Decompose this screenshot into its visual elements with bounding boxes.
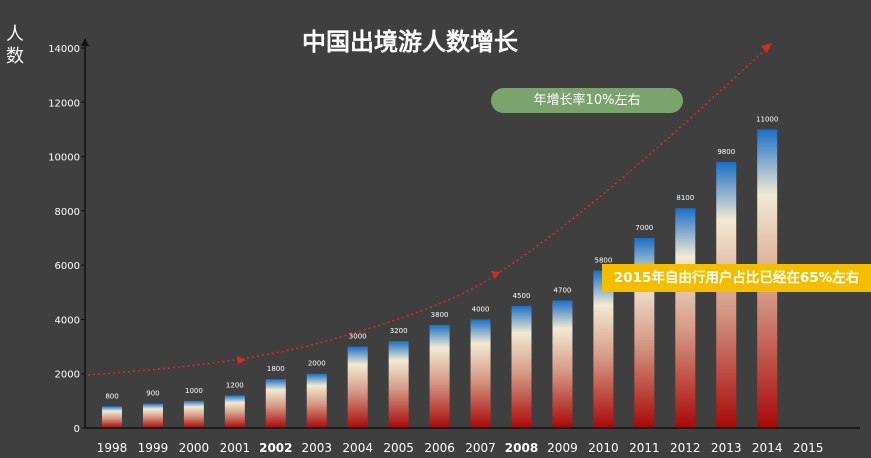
y-tick-label: 6000 (55, 261, 80, 272)
trend-arrow-head (237, 356, 246, 364)
x-tick-label: 2012 (670, 441, 701, 455)
x-tick-label: 2009 (547, 441, 578, 455)
bar (593, 270, 614, 428)
data-label: 11000 (756, 115, 778, 123)
trend-arrow-head (491, 271, 500, 279)
data-label: 4000 (472, 305, 490, 313)
bar (511, 305, 532, 428)
x-tick-label: 1999 (138, 441, 169, 455)
x-tick-label: 2001 (220, 441, 251, 455)
bar (347, 346, 368, 428)
y-tick-label: 8000 (55, 207, 80, 218)
chart-title: 中国出境游人数增长 (302, 28, 518, 56)
growth-rate-badge: 年增长率10%左右 (491, 88, 683, 113)
x-tick-label: 2015 (793, 441, 824, 455)
data-label: 5800 (594, 257, 612, 265)
x-tick-label: 1998 (97, 441, 128, 455)
data-label: 3000 (349, 333, 367, 341)
data-label: 1000 (185, 387, 203, 395)
data-label: 4500 (513, 292, 531, 300)
data-label: 900 (146, 390, 159, 398)
x-tick-label: 2011 (629, 441, 660, 455)
bar (429, 324, 450, 428)
x-tick-label: 2005 (383, 441, 414, 455)
bar (388, 341, 409, 428)
x-tick-label: 2010 (588, 441, 619, 455)
x-tick-label: 2007 (465, 441, 496, 455)
bar (470, 319, 491, 428)
x-tick-label: 2014 (752, 441, 783, 455)
bar (552, 300, 573, 428)
y-axis-label-char: 数 (6, 46, 24, 67)
data-label: 3200 (390, 327, 408, 335)
bar (265, 379, 286, 428)
y-tick-label: 10000 (48, 153, 80, 164)
y-axis-arrow (81, 38, 89, 46)
y-tick-label: 4000 (55, 315, 80, 326)
bar (675, 208, 696, 428)
x-tick-label: 2006 (424, 441, 455, 455)
y-axis-label-char: 人 (6, 24, 24, 45)
independent-travel-banner: 2015年自由行用户占比已经在65%左右 (602, 264, 871, 292)
bar (102, 406, 122, 428)
x-tick-label: 2000 (179, 441, 210, 455)
x-tick-label: 2013 (711, 441, 742, 455)
y-tick-label: 2000 (55, 370, 80, 381)
bar (224, 395, 245, 428)
data-label: 9800 (717, 148, 735, 156)
bar (142, 403, 163, 428)
y-tick-label: 0 (74, 424, 80, 435)
data-label: 4700 (554, 286, 572, 294)
trend-arrow-lower (87, 271, 501, 376)
bar (306, 373, 327, 428)
trend-arrow-upper (499, 44, 771, 273)
x-tick-label: 2003 (301, 441, 332, 455)
y-tick-label: 12000 (48, 98, 80, 109)
x-tick-label: 2002 (259, 441, 292, 455)
x-tick-label: 2008 (505, 441, 538, 455)
data-label: 800 (105, 392, 118, 400)
data-label: 1800 (267, 365, 285, 373)
data-label: 2000 (308, 360, 326, 368)
data-label: 1200 (226, 381, 244, 389)
x-tick-label: 2004 (342, 441, 373, 455)
bar (183, 400, 204, 428)
y-tick-label: 14000 (48, 44, 80, 55)
trend-arrow-head (761, 43, 772, 53)
bar (716, 162, 737, 428)
data-label: 3800 (431, 311, 449, 319)
data-label: 8100 (676, 194, 694, 202)
data-label: 7000 (635, 224, 653, 232)
